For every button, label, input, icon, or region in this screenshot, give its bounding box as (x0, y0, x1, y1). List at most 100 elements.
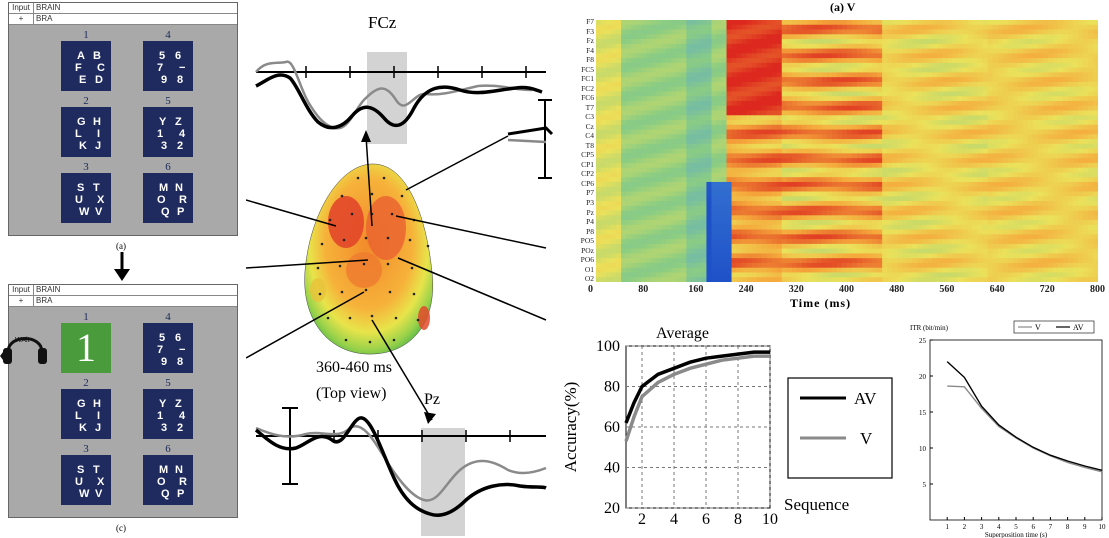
heatmap-cell (992, 20, 998, 26)
heatmap-cell (801, 158, 808, 164)
heatmap-cell (877, 110, 883, 116)
heatmap-cell (1007, 43, 1014, 49)
heatmap-cell (1082, 224, 1089, 230)
heatmap-cell (1052, 229, 1059, 235)
channel-label: FC2 (581, 83, 594, 93)
heatmap-cell (826, 29, 833, 35)
heatmap-cell (1082, 86, 1089, 92)
heatmap-cell (661, 215, 667, 221)
heatmap-cell (696, 24, 702, 30)
heatmap-cell (1022, 229, 1029, 235)
heatmap-cell (636, 72, 642, 78)
heatmap-cell (1082, 220, 1089, 226)
heatmap-cell (691, 20, 697, 26)
heatmap-cell (982, 53, 988, 59)
speller-tile[interactable]: 1 (61, 323, 111, 373)
heatmap-cell (1062, 124, 1069, 130)
heatmap-cell (766, 120, 773, 126)
heatmap-cell (786, 239, 793, 245)
heatmap-cell (887, 186, 893, 192)
heatmap-cell (882, 39, 888, 45)
heatmap-cell (1077, 43, 1084, 49)
heatmap-cell (1077, 110, 1084, 116)
heatmap-cell (826, 62, 833, 69)
heatmap-cell (887, 100, 893, 107)
heatmap-cell (857, 72, 863, 78)
heatmap-cell (651, 58, 657, 64)
heatmap-cell (811, 110, 818, 116)
heatmap-cell (791, 62, 798, 69)
heatmap-cell (907, 124, 913, 130)
heatmap-cell (661, 43, 667, 49)
heatmap-cell (776, 224, 783, 230)
heatmap-cell (821, 220, 828, 226)
heatmap-cell (992, 110, 998, 116)
heatmap-cell (661, 67, 667, 73)
heatmap-cell (661, 53, 667, 59)
heatmap-cell (651, 181, 657, 188)
heatmap-cell (616, 167, 622, 173)
heatmap-cell (857, 191, 863, 197)
heatmap-cell (776, 143, 783, 150)
heatmap-cell (806, 120, 813, 126)
heatmap-cell (691, 91, 697, 97)
heatmap-cell (1012, 186, 1019, 192)
heatmap-cell (821, 48, 828, 54)
heatmap-cell (1087, 153, 1094, 159)
heatmap-cell (626, 158, 632, 164)
heatmap-cell (771, 20, 778, 26)
heatmap-cell (987, 81, 993, 88)
heatmap-cell (1042, 220, 1049, 226)
heatmap-cell (671, 139, 677, 145)
heatmap-cell (746, 153, 753, 159)
heatmap-cell (1067, 34, 1074, 40)
heatmap-cell (816, 162, 823, 169)
heatmap-cell (1022, 129, 1029, 135)
heatmap-cell (756, 34, 763, 40)
speller-tile[interactable]: 5 6−7 9 8 (143, 323, 193, 373)
heatmap-cell (811, 115, 818, 121)
heatmap-cell (661, 148, 667, 154)
heatmap-cell (857, 220, 863, 226)
heatmap-cell (701, 58, 707, 64)
heatmap-cell (616, 81, 622, 88)
heatmap-cell (716, 129, 722, 135)
heatmap-cell (706, 172, 712, 178)
heatmap-cell (857, 201, 863, 207)
heatmap-cell (1037, 86, 1044, 92)
heatmap-cell (671, 105, 677, 111)
heatmap-cell (907, 224, 913, 230)
channel-label: CP1 (581, 159, 594, 169)
speller-tile[interactable]: 5 6−7 9 8 (143, 41, 193, 91)
heatmap-cell (841, 143, 848, 150)
heatmap-cell (852, 229, 858, 235)
heatmap-cell (716, 191, 722, 197)
heatmap-cell (836, 100, 843, 107)
heatmap-cell (1062, 162, 1069, 169)
heatmap-cell (676, 158, 682, 164)
heatmap-cell (987, 110, 993, 116)
heatmap-cell (1002, 239, 1009, 245)
heatmap-cell (927, 172, 933, 178)
heatmap-cell (816, 229, 823, 235)
heatmap-cell (631, 115, 637, 121)
heatmap-cell (671, 196, 677, 202)
heatmap-cell (786, 81, 793, 88)
heatmap-cell (922, 24, 928, 30)
heatmap-cell (967, 48, 973, 54)
heatmap-cell (671, 215, 677, 221)
heatmap-cell (1037, 143, 1044, 150)
heatmap-cell (631, 162, 637, 169)
heatmap-cell (1032, 29, 1039, 35)
heatmap-cell (661, 224, 667, 230)
heatmap-cell (611, 239, 617, 245)
